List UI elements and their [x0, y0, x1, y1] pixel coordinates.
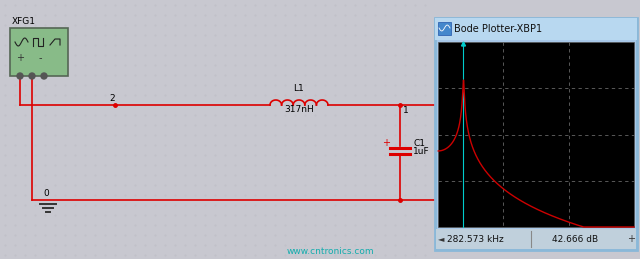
Circle shape [41, 73, 47, 79]
Circle shape [17, 73, 23, 79]
Text: ◄: ◄ [438, 234, 444, 243]
Text: 317nH: 317nH [284, 105, 314, 114]
Text: L1: L1 [294, 84, 305, 93]
Bar [10, 28, 68, 76]
Text: C1: C1 [413, 139, 425, 148]
Bar [436, 229, 636, 249]
Text: 282.573 kHz: 282.573 kHz [447, 234, 504, 243]
Text: -: - [38, 53, 42, 63]
Bar [435, 18, 637, 40]
Bar [435, 18, 637, 250]
Text: Bode Plotter-XBP1: Bode Plotter-XBP1 [454, 24, 542, 34]
Text: +: + [627, 234, 635, 244]
Text: XFG1: XFG1 [12, 17, 36, 26]
Text: +: + [16, 53, 24, 63]
Text: www.cntronics.com: www.cntronics.com [286, 248, 374, 256]
Bar [438, 22, 451, 35]
Text: 2: 2 [109, 94, 115, 103]
Text: 1uF: 1uF [413, 147, 429, 156]
Text: 1: 1 [403, 106, 409, 115]
Circle shape [29, 73, 35, 79]
Text: 0: 0 [43, 189, 49, 198]
Polygon shape [461, 42, 465, 46]
Text: 42.666 dB: 42.666 dB [552, 234, 598, 243]
Bar [438, 42, 634, 227]
Text: +: + [382, 138, 390, 148]
